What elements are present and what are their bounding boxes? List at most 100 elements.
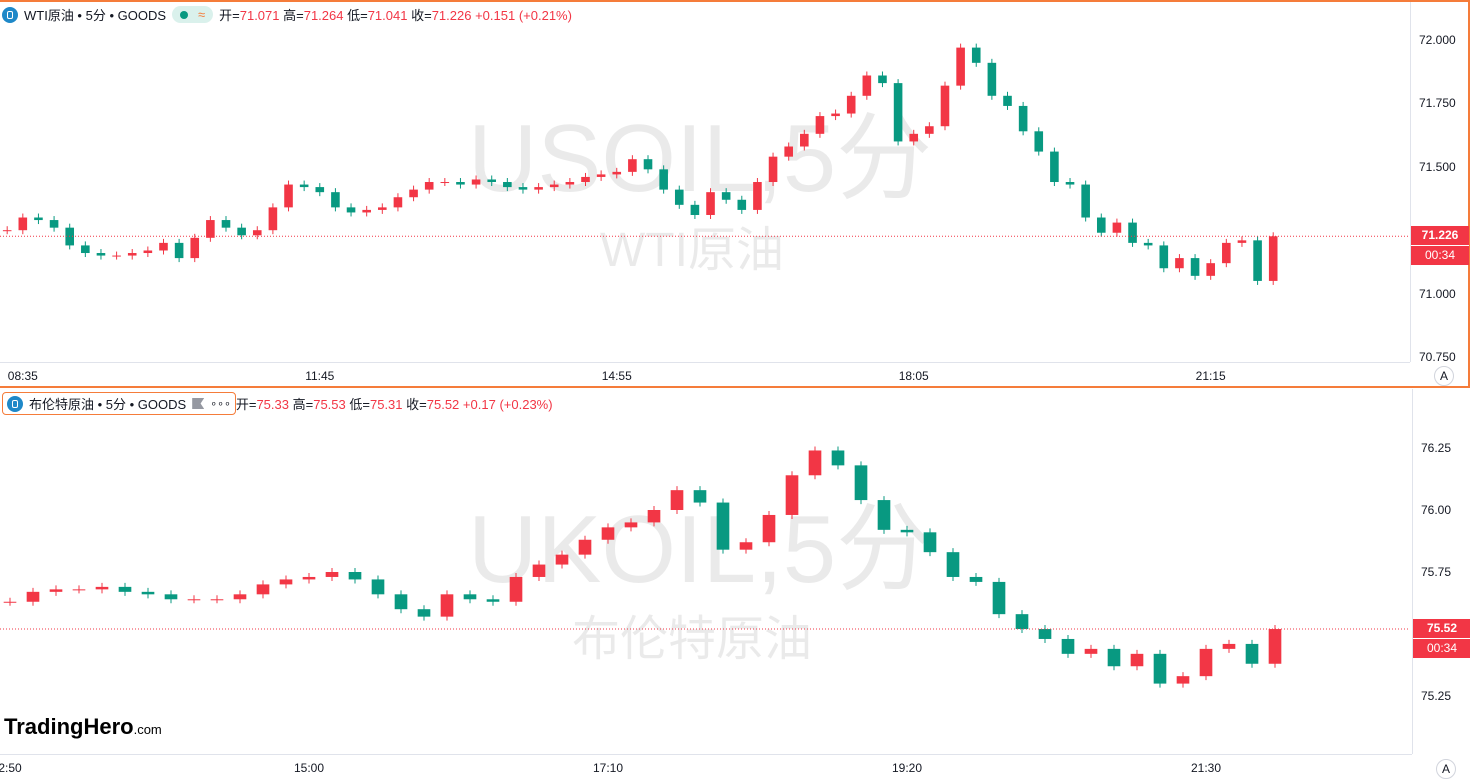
candle [346, 207, 356, 213]
candle [808, 450, 822, 476]
auto-scale-button[interactable]: A [1434, 366, 1454, 386]
candle [440, 182, 450, 184]
brent-candles[interactable] [0, 389, 1410, 754]
candle [394, 594, 408, 610]
symbol-title[interactable]: WTI原油 • 5分 • GOODS [24, 8, 166, 23]
candle [532, 564, 546, 577]
candle [18, 217, 28, 231]
price-tick: 70.750 [1419, 350, 1456, 364]
candle [1050, 151, 1059, 183]
candle [378, 207, 387, 210]
candle [424, 182, 434, 190]
wti-legend: WTI原油 • 5分 • GOODS ≈ 开=71.071 高=71.264 低… [2, 5, 572, 24]
price-tick: 76.25 [1421, 441, 1452, 455]
candle [956, 47, 965, 86]
market-status[interactable]: ≈ [172, 6, 214, 23]
market-open-dot-icon [180, 10, 188, 19]
candle [299, 184, 309, 188]
candle [674, 189, 684, 205]
candle [268, 207, 278, 231]
more-icon[interactable]: ∘∘∘ [210, 398, 231, 410]
price-axis[interactable]: 72.000 71.750 71.500 71.000 70.750 71.226 00:3… [1410, 2, 1469, 364]
candle [315, 187, 325, 193]
candle [1176, 676, 1190, 684]
candle [693, 490, 707, 503]
candle [49, 589, 63, 592]
watermark-name: 布伦特原油 [572, 613, 813, 666]
price-tick: 75.25 [1421, 689, 1452, 703]
candle [159, 242, 168, 251]
candle [1143, 242, 1153, 246]
candle [1081, 184, 1090, 218]
candle [1253, 240, 1262, 281]
candle [555, 554, 569, 565]
wti-chart-pane[interactable]: USOIL,5分 WTI原油 WTI原油 • 5分 • GOODS ≈ 开=71… [0, 0, 1470, 388]
price-tick: 71.500 [1419, 159, 1456, 174]
candle [486, 599, 500, 602]
candle [854, 465, 868, 501]
candle [987, 62, 997, 96]
candle [716, 502, 730, 550]
candle [210, 599, 224, 601]
candle [49, 220, 59, 228]
flag-icon[interactable] [192, 398, 205, 409]
candle [659, 169, 668, 190]
price-tick: 71.000 [1419, 286, 1456, 301]
candle [628, 159, 637, 172]
wti-candles[interactable] [0, 2, 1410, 362]
candle [112, 255, 121, 257]
symbol-logo-icon [2, 6, 18, 23]
candle [187, 599, 201, 601]
price-tick: 75.75 [1421, 565, 1452, 579]
last-price-value: 71.226 [1421, 228, 1459, 243]
time-axis[interactable]: 08:35 11:45 14:55 18:05 21:15 [0, 362, 1410, 388]
candle [534, 187, 543, 190]
symbol-logo-icon [7, 395, 23, 412]
candle [1107, 648, 1121, 667]
candle [118, 586, 132, 592]
symbol-box[interactable]: 布伦特原油 • 5分 • GOODS ∘∘∘ [2, 392, 236, 415]
symbol-title: 布伦特原油 • 5分 • GOODS [29, 397, 187, 412]
candle [417, 609, 431, 617]
brent-chart-pane[interactable]: UKOIL,5分 布伦特原油 布伦特原油 • 5分 • GOODS ∘∘∘ 开=… [0, 389, 1470, 784]
watermark-symbol: UKOIL,5分 [468, 496, 933, 603]
candle [643, 159, 653, 170]
candle [233, 594, 247, 600]
candle [1065, 182, 1075, 185]
candle [877, 500, 891, 530]
candle [1015, 614, 1029, 630]
price-tick: 72.000 [1419, 33, 1456, 47]
bar-countdown: 00:34 [1413, 638, 1470, 658]
candle [325, 572, 339, 577]
candle [706, 192, 715, 215]
candle [237, 227, 246, 236]
candle [256, 584, 270, 595]
watermark-symbol: USOIL,5分 [468, 105, 933, 212]
candle [141, 591, 155, 595]
candle [893, 83, 903, 142]
candle [518, 187, 528, 190]
candle [721, 192, 731, 200]
candle [1268, 236, 1278, 281]
candle [279, 579, 293, 585]
candle [900, 529, 914, 533]
time-axis[interactable]: 2:50 15:00 17:10 19:20 21:30 [0, 754, 1412, 780]
auto-scale-button[interactable]: A [1436, 759, 1456, 779]
candle [164, 594, 178, 600]
candle [647, 510, 661, 523]
candle [739, 542, 753, 550]
candle [737, 199, 747, 210]
candle [601, 527, 615, 540]
candle [596, 174, 606, 177]
candle [612, 171, 622, 175]
candle [371, 579, 385, 595]
candle [362, 209, 371, 213]
candle [785, 475, 799, 515]
candle [348, 572, 362, 580]
ohlc-values: 开=75.33 高=75.53 低=75.31 收=75.52 +0.17 (+… [235, 397, 553, 412]
candle [96, 253, 106, 256]
candle [127, 253, 137, 256]
candle [302, 576, 316, 580]
time-tick: 14:55 [601, 369, 632, 383]
